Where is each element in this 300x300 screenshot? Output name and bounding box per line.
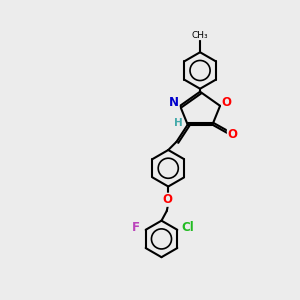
Text: O: O — [163, 193, 173, 206]
Text: O: O — [227, 128, 237, 141]
Text: H: H — [174, 118, 183, 128]
Text: Cl: Cl — [181, 221, 194, 234]
Text: F: F — [132, 221, 140, 234]
Text: CH₃: CH₃ — [192, 31, 208, 40]
Text: N: N — [169, 96, 179, 109]
Text: O: O — [222, 96, 232, 110]
